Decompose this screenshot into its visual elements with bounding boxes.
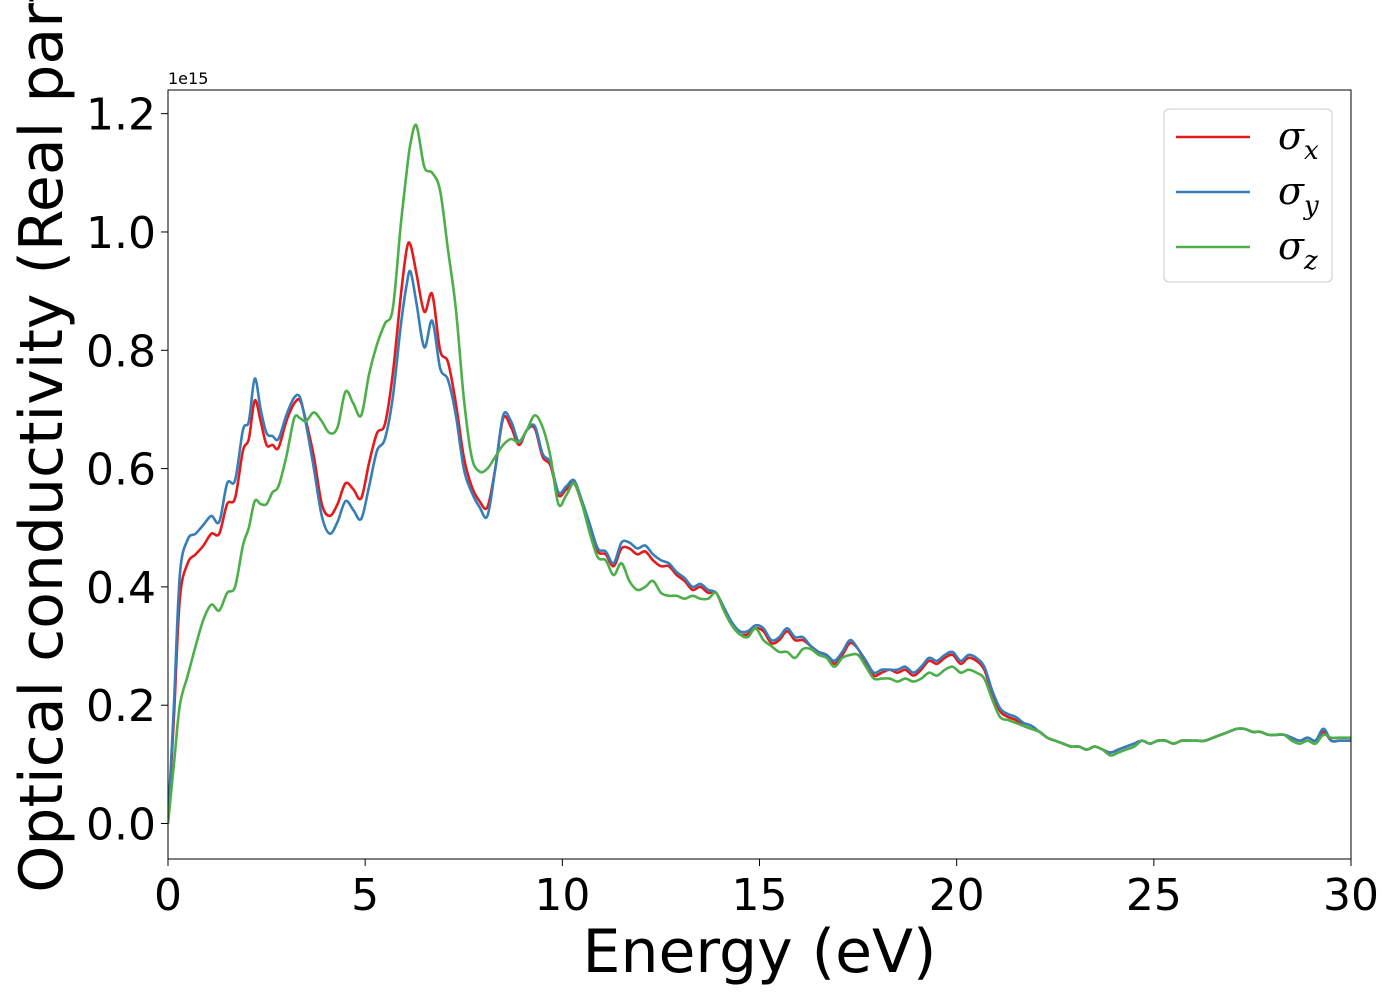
y-tick-label: 0.8: [86, 326, 156, 377]
y-tick-label: 0.6: [86, 445, 156, 496]
y-offset-text: 1e15: [168, 69, 208, 88]
x-axis-label: Energy (eV): [583, 917, 937, 987]
y-tick-label: 1.0: [86, 208, 156, 259]
x-tick-label: 20: [929, 870, 985, 921]
y-axis-label: Optical conductivity (Real part): [7, 0, 77, 893]
x-tick-label: 30: [1323, 870, 1379, 921]
legend-label-z: σz: [1278, 224, 1318, 276]
legend-label-x: σx: [1278, 114, 1319, 166]
x-tick-label: 0: [154, 870, 182, 921]
x-axis-ticks: 0 5 10 15 20 25 30: [154, 859, 1379, 921]
y-tick-label: 0.0: [86, 800, 156, 851]
y-tick-label: 0.4: [86, 563, 156, 614]
y-tick-label: 0.2: [86, 681, 156, 732]
legend-box: [1163, 108, 1333, 283]
x-tick-label: 10: [534, 870, 590, 921]
series-line-z: [168, 123, 1351, 824]
x-tick-label: 25: [1126, 870, 1182, 921]
x-tick-label: 15: [732, 870, 788, 921]
y-axis-ticks: 0.0 0.2 0.4 0.6 0.8 1.0 1.2: [86, 90, 168, 851]
series-line-y: [168, 269, 1351, 824]
x-tick-label: 5: [351, 870, 379, 921]
series-layer: [168, 123, 1351, 824]
series-line-x: [168, 241, 1351, 824]
legend-label-y: σy: [1278, 169, 1319, 221]
y-tick-label: 1.2: [86, 90, 156, 141]
